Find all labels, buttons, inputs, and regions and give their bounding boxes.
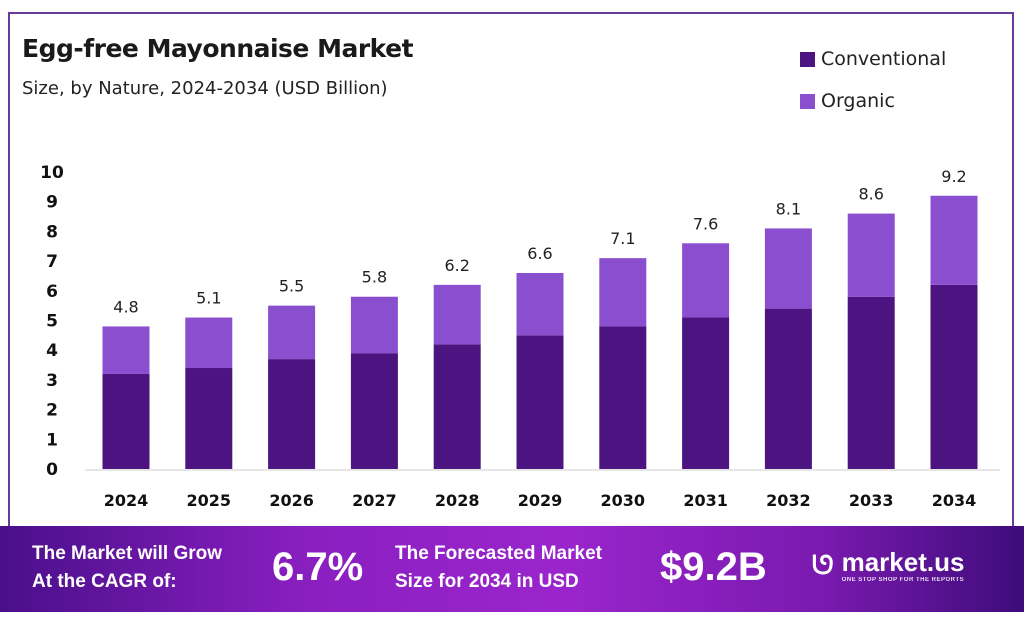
bar-segment-conventional — [185, 368, 233, 469]
y-tick-label: 8 — [46, 222, 58, 242]
bar-segment-conventional — [930, 284, 978, 469]
y-tick-label: 6 — [46, 282, 58, 302]
y-tick-label: 3 — [46, 371, 58, 391]
y-tick-label: 0 — [46, 460, 58, 480]
data-label: 6.2 — [444, 256, 469, 275]
legend: Conventional Organic — [800, 38, 946, 122]
legend-item-conventional: Conventional — [800, 38, 946, 80]
x-tick-label: 2024 — [104, 491, 149, 510]
footer-banner: The Market will Grow At the CAGR of: 6.7… — [0, 526, 1024, 612]
bar-segment-conventional — [268, 359, 316, 469]
market-us-logo: ᘎ market.us ONE STOP SHOP FOR THE REPORT… — [812, 548, 964, 584]
cagr-label: The Market will Grow At the CAGR of: — [32, 540, 222, 596]
logo-tagline: ONE STOP SHOP FOR THE REPORTS — [841, 577, 965, 583]
y-tick-label: 1 — [46, 430, 58, 450]
forecast-label-line: Size for 2034 in USD — [395, 571, 579, 592]
bar-segment-conventional — [433, 344, 481, 469]
bar-segment-organic — [185, 317, 233, 369]
bar-segment-organic — [764, 228, 812, 309]
data-label: 7.1 — [610, 229, 635, 248]
data-label: 4.8 — [113, 297, 138, 316]
chart-card — [8, 12, 1014, 528]
y-tick-label: 4 — [46, 341, 58, 361]
bar-segment-organic — [930, 195, 978, 285]
legend-label: Conventional — [821, 48, 947, 70]
bar-segment-conventional — [599, 326, 647, 469]
data-label: 5.8 — [362, 268, 387, 287]
x-tick-label: 2032 — [766, 491, 811, 510]
legend-swatch — [800, 51, 815, 67]
x-tick-label: 2034 — [932, 491, 977, 510]
bar-segment-conventional — [847, 296, 895, 469]
bar-segment-conventional — [102, 373, 150, 469]
bar-segment-organic — [516, 272, 564, 336]
cagr-label-line: The Market will Grow — [32, 543, 223, 564]
bar-segment-conventional — [682, 317, 730, 469]
legend-swatch — [800, 93, 815, 109]
bar-segment-organic — [847, 213, 895, 297]
data-label: 5.5 — [279, 277, 304, 296]
data-label: 6.6 — [527, 244, 552, 263]
x-tick-label: 2031 — [683, 491, 728, 510]
bar-segment-conventional — [350, 353, 398, 469]
y-tick-label: 9 — [46, 193, 58, 213]
bar-segment-organic — [102, 326, 150, 374]
bar-segment-organic — [599, 258, 647, 327]
bar-segment-organic — [350, 296, 398, 354]
legend-item-organic: Organic — [800, 80, 946, 122]
data-label: 9.2 — [941, 167, 966, 186]
data-label: 8.6 — [858, 185, 883, 204]
cagr-label-line: At the CAGR of: — [32, 571, 177, 592]
x-tick-label: 2030 — [601, 491, 646, 510]
y-tick-label: 10 — [40, 163, 64, 183]
x-tick-label: 2029 — [518, 491, 563, 510]
logo-name: market.us — [841, 547, 965, 577]
legend-label: Organic — [821, 90, 895, 112]
bar-segment-organic — [682, 243, 730, 318]
x-tick-label: 2026 — [269, 491, 314, 510]
y-tick-label: 2 — [46, 401, 58, 421]
x-tick-label: 2025 — [187, 491, 232, 510]
forecast-label: The Forecasted Market Size for 2034 in U… — [395, 540, 602, 596]
x-tick-label: 2028 — [435, 491, 480, 510]
chart-title: Egg-free Mayonnaise Market — [22, 34, 414, 63]
x-tick-label: 2033 — [849, 491, 894, 510]
data-label: 8.1 — [776, 199, 801, 218]
x-tick-label: 2027 — [352, 491, 397, 510]
y-tick-label: 5 — [46, 312, 58, 332]
bar-segment-organic — [268, 305, 316, 360]
forecast-value: $9.2B — [660, 545, 767, 589]
bar-chart: 0 1 2 3 4 5 6 7 8 9 10 4.8 2024 5.1 2025 5.5 2026 5.8 2027… — [40, 163, 1000, 510]
bar-segment-organic — [433, 284, 481, 345]
y-tick-label: 7 — [46, 252, 58, 272]
data-label: 5.1 — [196, 289, 221, 308]
data-label: 7.6 — [693, 214, 718, 233]
cagr-value: 6.7% — [272, 545, 364, 589]
bar-segment-conventional — [764, 308, 812, 469]
forecast-label-line: The Forecasted Market — [395, 543, 602, 564]
logo-icon: ᘎ — [812, 550, 834, 580]
chart-subtitle: Size, by Nature, 2024-2034 (USD Billion) — [22, 78, 388, 99]
bar-segment-conventional — [516, 335, 564, 469]
